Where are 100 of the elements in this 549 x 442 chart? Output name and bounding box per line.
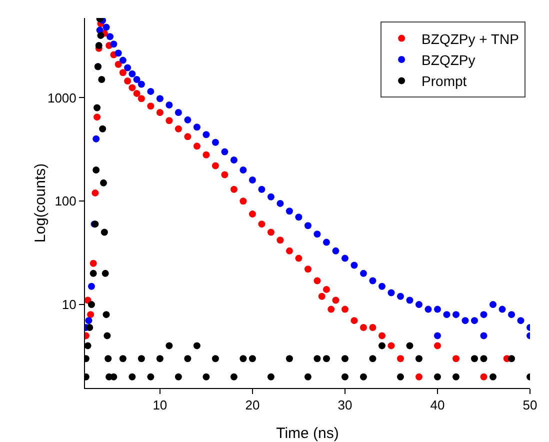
- point: [388, 342, 395, 350]
- point: [104, 355, 112, 362]
- point: [369, 355, 376, 362]
- point: [341, 306, 348, 313]
- point: [452, 373, 460, 380]
- point: [166, 342, 173, 350]
- point: [508, 355, 515, 362]
- point: [88, 301, 95, 308]
- point: [489, 373, 496, 380]
- point: [87, 311, 94, 318]
- point: [97, 32, 104, 39]
- point: [202, 151, 210, 158]
- point: [86, 324, 94, 331]
- point: [104, 332, 111, 340]
- point: [133, 90, 140, 97]
- point: [332, 296, 340, 304]
- point: [378, 342, 386, 350]
- y-tick-label: 1000: [47, 90, 76, 106]
- point: [276, 236, 284, 244]
- point: [369, 324, 376, 331]
- point: [230, 373, 238, 380]
- x-tick-label: 40: [430, 398, 445, 413]
- point: [92, 166, 100, 174]
- point: [94, 104, 101, 112]
- point: [360, 373, 367, 380]
- point: [102, 270, 109, 277]
- point: [94, 114, 101, 121]
- point: [202, 373, 210, 380]
- point: [295, 254, 302, 262]
- point: [314, 277, 321, 284]
- point: [100, 228, 108, 236]
- point: [128, 373, 136, 380]
- point: [240, 198, 247, 205]
- point: [212, 355, 219, 362]
- point: [92, 189, 99, 196]
- point: [156, 108, 164, 116]
- point: [322, 286, 330, 293]
- point: [147, 102, 154, 110]
- legend-label: BZQZPy + TNP: [422, 30, 519, 47]
- point: [193, 342, 200, 350]
- point: [166, 117, 173, 124]
- point: [248, 210, 256, 218]
- point: [174, 373, 182, 380]
- point: [174, 125, 182, 132]
- x-axis-title: Time (ns): [276, 425, 339, 442]
- point: [304, 373, 312, 380]
- point: [184, 355, 192, 362]
- point: [248, 355, 256, 362]
- point: [90, 260, 97, 267]
- point: [434, 342, 441, 350]
- point: [193, 142, 200, 150]
- point: [360, 324, 367, 331]
- point: [119, 69, 126, 76]
- point: [124, 78, 132, 85]
- point: [341, 373, 348, 380]
- y-axis-title: Log(counts): [32, 163, 49, 243]
- x-tick-label: 10: [152, 398, 168, 413]
- point: [434, 373, 441, 380]
- point: [286, 247, 293, 254]
- point: [147, 373, 154, 380]
- point: [267, 373, 274, 380]
- point: [100, 179, 107, 186]
- point: [480, 355, 488, 362]
- point: [470, 355, 478, 362]
- point: [95, 42, 102, 49]
- point: [314, 355, 321, 362]
- point: [350, 317, 358, 324]
- point: [258, 220, 266, 228]
- point: [102, 311, 110, 318]
- point: [396, 373, 404, 380]
- point: [304, 266, 312, 273]
- point: [138, 95, 145, 102]
- point: [114, 60, 122, 68]
- point: [341, 355, 348, 362]
- point: [99, 125, 106, 132]
- point: [322, 355, 330, 362]
- x-tick-label: 20: [245, 398, 260, 413]
- point: [452, 355, 460, 362]
- point: [98, 76, 106, 84]
- point: [212, 162, 219, 170]
- point: [110, 373, 118, 380]
- point: [378, 332, 386, 340]
- point: [138, 355, 145, 362]
- y-tick-label: 10: [62, 297, 76, 312]
- point: [85, 342, 92, 350]
- point: [396, 355, 404, 362]
- x-tick-label: 30: [338, 398, 352, 413]
- point: [406, 342, 414, 350]
- point: [90, 270, 97, 277]
- point: [267, 228, 274, 236]
- point: [328, 306, 335, 313]
- point: [318, 292, 326, 300]
- point: [221, 171, 228, 178]
- point: [286, 355, 293, 362]
- point: [128, 84, 136, 92]
- point: [119, 355, 126, 362]
- legend-label: Prompt: [422, 73, 467, 90]
- point: [415, 373, 422, 380]
- point: [240, 355, 247, 362]
- point: [230, 186, 238, 193]
